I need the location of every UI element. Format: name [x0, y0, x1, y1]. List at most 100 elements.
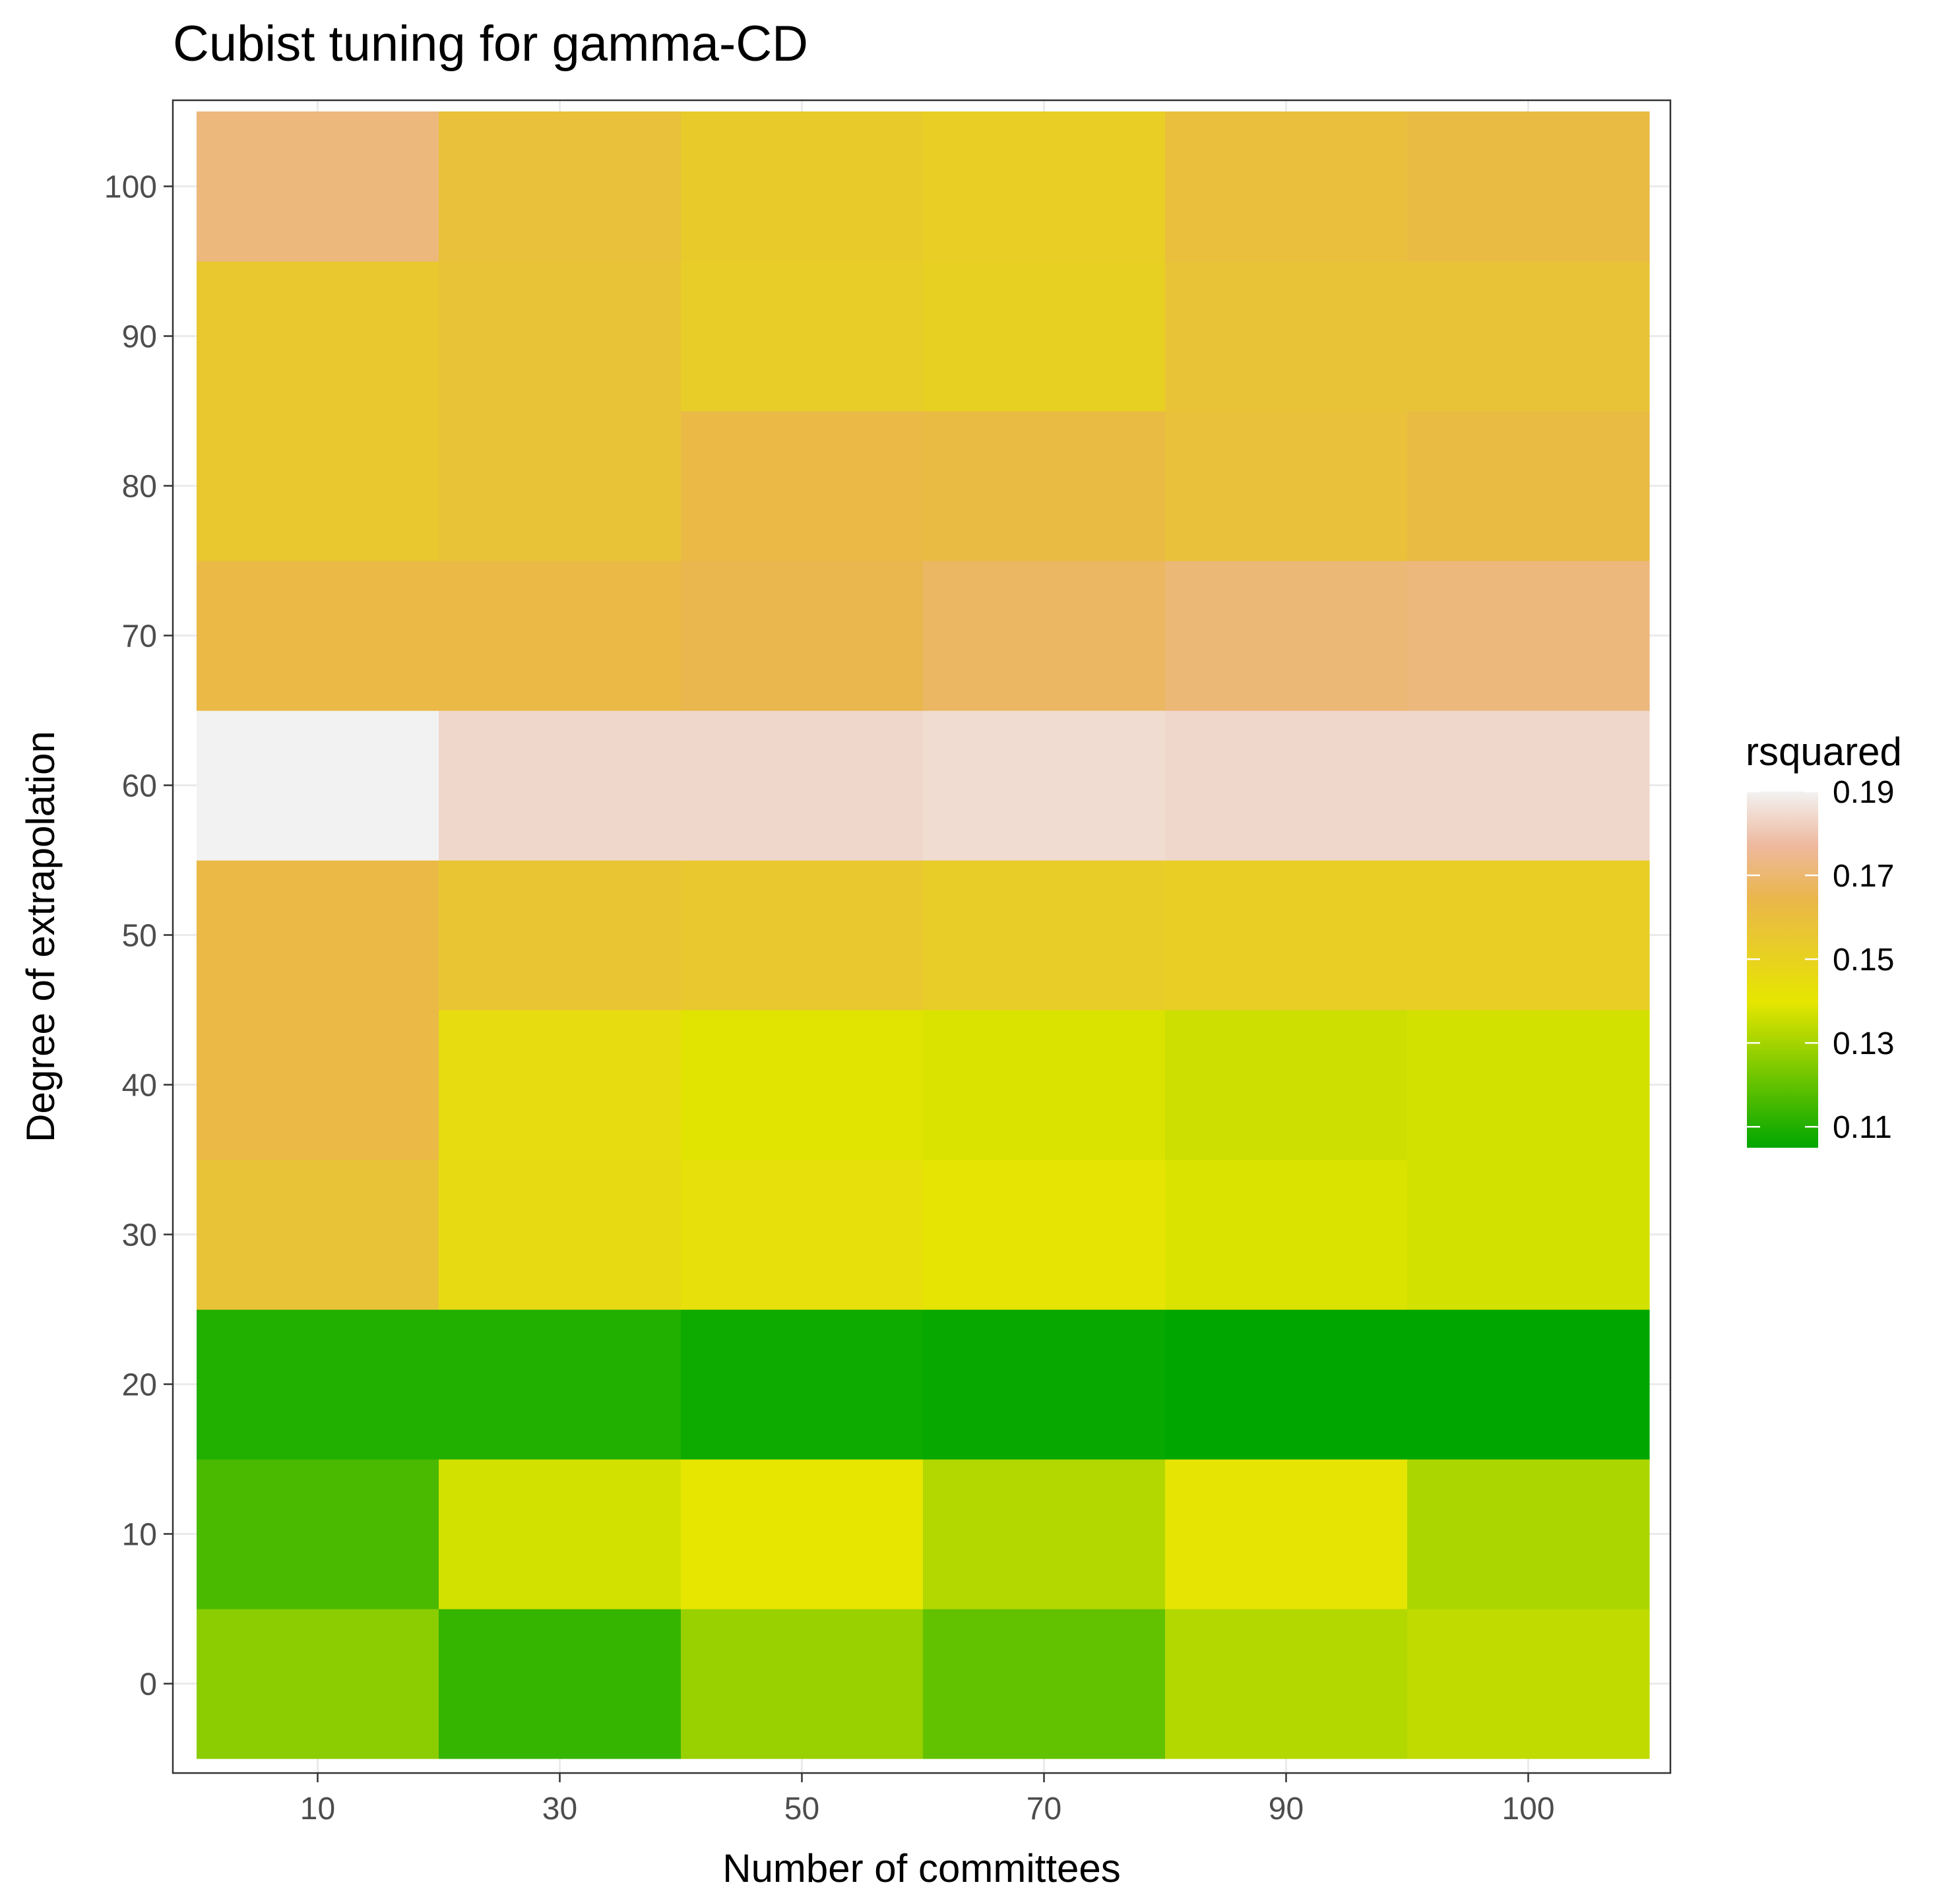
- heatmap-cell: [439, 710, 681, 861]
- heatmap-cell: [923, 710, 1166, 861]
- legend: rsquared 0.11 0.13 0.15 0.17 0.19: [1746, 730, 1902, 1148]
- heatmap-cell: [1407, 1459, 1650, 1609]
- heatmap-cell: [681, 411, 924, 561]
- legend-colorbar: [1747, 792, 1818, 1148]
- heatmap-cell: [681, 261, 924, 412]
- x-tick-label: 50: [784, 1792, 819, 1826]
- heatmap-cell: [681, 1609, 924, 1759]
- heatmap-cell: [197, 1160, 439, 1310]
- legend-tick-label: 0.13: [1833, 1026, 1894, 1061]
- heatmap-cell: [197, 1010, 439, 1160]
- heatmap-cell: [923, 261, 1166, 412]
- heatmap-cell: [681, 1160, 924, 1310]
- heatmap-cell: [197, 411, 439, 561]
- y-tick-label: 80: [122, 470, 157, 505]
- heatmap-cell: [923, 1309, 1166, 1460]
- y-tick-label: 50: [122, 919, 157, 954]
- heatmap-cell: [439, 860, 681, 1011]
- heatmap-cell: [439, 1459, 681, 1609]
- heatmap-cell: [1165, 561, 1408, 711]
- plot-panel-border: [172, 99, 1672, 1774]
- x-axis-title: Number of committees: [722, 1846, 1121, 1890]
- heatmap-cell: [197, 111, 439, 262]
- y-axis-title: Degree of extrapolation: [18, 731, 63, 1142]
- heatmap-cell: [439, 1609, 681, 1759]
- heatmap-cell: [1165, 261, 1408, 412]
- legend-tick-label: 0.17: [1833, 859, 1894, 894]
- heatmap-cell: [1407, 1160, 1650, 1310]
- heatmap-cell: [439, 561, 681, 711]
- y-tick-label: 20: [122, 1368, 157, 1403]
- heatmap-cell: [1165, 1010, 1408, 1160]
- heatmap-cell: [1165, 1459, 1408, 1609]
- heatmap-cell: [1407, 1309, 1650, 1460]
- x-axis: 10 30 50 70 90 100: [300, 1773, 1555, 1826]
- x-tick-label: 10: [300, 1792, 335, 1826]
- heatmap-cell: [681, 1309, 924, 1460]
- heatmap-cell: [1165, 1309, 1408, 1460]
- heatmap-cell: [1407, 561, 1650, 711]
- y-tick-label: 40: [122, 1069, 157, 1104]
- chart-title: Cubist tuning for gamma-CD: [173, 16, 808, 72]
- heatmap-cell: [681, 561, 924, 711]
- heatmap-cell: [1165, 1160, 1408, 1310]
- heatmap-cell: [197, 561, 439, 711]
- heatmap-cell: [1165, 1609, 1408, 1759]
- heatmap-cell: [923, 1010, 1166, 1160]
- heatmap-cell: [197, 1609, 439, 1759]
- heatmap-cell: [681, 1010, 924, 1160]
- y-tick-label: 60: [122, 769, 157, 804]
- heatmap-cell: [1407, 860, 1650, 1011]
- heatmap-cell: [439, 1010, 681, 1160]
- legend-tick-label: 0.11: [1833, 1110, 1892, 1145]
- y-tick-label: 70: [122, 619, 157, 654]
- heatmap-cell: [923, 860, 1166, 1011]
- heatmap-cell: [439, 111, 681, 262]
- heatmap-cell: [681, 111, 924, 262]
- legend-ticks: 0.11 0.13 0.15 0.17 0.19: [1747, 775, 1894, 1145]
- heatmap-cell: [923, 1160, 1166, 1310]
- heatmap-cell: [923, 411, 1166, 561]
- heatmap-cell: [1407, 111, 1650, 262]
- heatmap-cell: [1165, 111, 1408, 262]
- heatmap-cell: [923, 111, 1166, 262]
- x-tick-label: 30: [542, 1792, 577, 1826]
- heatmap-cell: [1407, 710, 1650, 861]
- x-tick-label: 90: [1269, 1792, 1304, 1826]
- heatmap-cell: [197, 261, 439, 412]
- heatmap-cell: [681, 1459, 924, 1609]
- heatmap-cell: [1407, 411, 1650, 561]
- heatmap-cell: [1407, 1010, 1650, 1160]
- y-tick-label: 0: [139, 1667, 157, 1702]
- x-tick-label: 70: [1027, 1792, 1061, 1826]
- legend-title: rsquared: [1746, 730, 1902, 774]
- x-tick-label: 100: [1502, 1792, 1554, 1826]
- heatmap-cell: [681, 710, 924, 861]
- legend-tick-label: 0.15: [1833, 943, 1894, 978]
- heatmap-cell: [923, 1459, 1166, 1609]
- heatmap-cell: [1165, 411, 1408, 561]
- y-tick-label: 100: [104, 170, 157, 205]
- heatmap-cell: [1165, 710, 1408, 861]
- heatmap-cell: [439, 261, 681, 412]
- heatmap-cell: [439, 1160, 681, 1310]
- heatmap-cell: [923, 561, 1166, 711]
- heatmap-cell: [439, 411, 681, 561]
- heatmap-cell: [1407, 261, 1650, 412]
- legend-tick-label: 0.19: [1833, 775, 1894, 810]
- heatmap-cell: [197, 710, 439, 861]
- heatmap-cell: [923, 1609, 1166, 1759]
- heatmap-cell: [197, 1309, 439, 1460]
- heatmap-cell: [681, 860, 924, 1011]
- heatmap-cell: [439, 1309, 681, 1460]
- y-tick-label: 90: [122, 320, 157, 355]
- heatmap-cell: [1165, 860, 1408, 1011]
- y-tick-label: 30: [122, 1218, 157, 1253]
- y-tick-label: 10: [122, 1518, 157, 1553]
- heatmap-cell: [197, 860, 439, 1011]
- y-axis: 0 10 20 30 40 50 60 70 80 90 100: [104, 170, 173, 1702]
- heatmap-cell: [197, 1459, 439, 1609]
- heatmap-cells: [197, 111, 1650, 1759]
- heatmap-cell: [1407, 1609, 1650, 1759]
